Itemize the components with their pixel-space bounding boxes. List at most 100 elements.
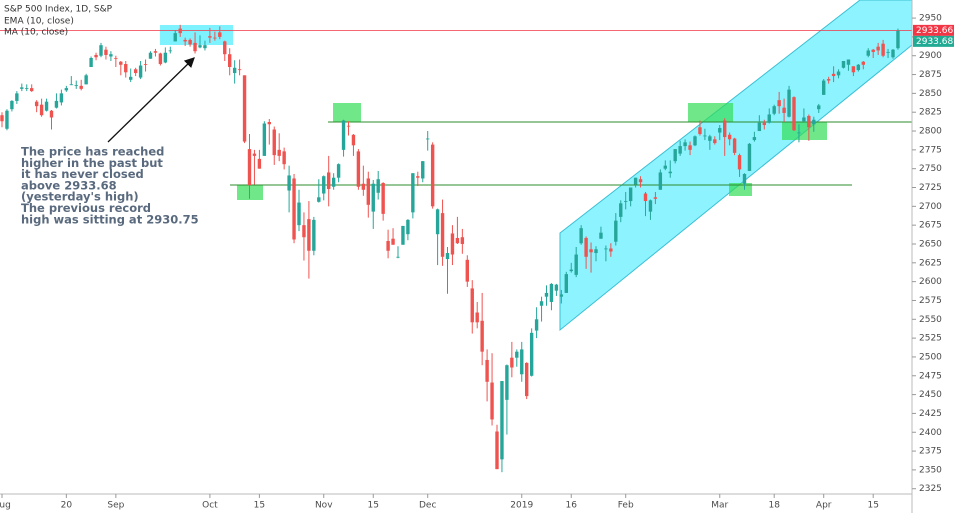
candle-body <box>510 357 514 368</box>
candle-body <box>109 54 113 57</box>
candle-body <box>351 134 356 146</box>
candle-body <box>584 237 588 257</box>
price-tag-label: 2933.68 <box>916 37 953 47</box>
candle-body <box>163 52 168 63</box>
candle-body <box>505 365 509 400</box>
candle-body <box>871 49 875 52</box>
y-tick-label: 2825 <box>919 108 942 118</box>
y-tick-label: 2375 <box>919 447 942 457</box>
candle-body <box>272 129 276 156</box>
candle-body <box>515 351 519 358</box>
candle-body <box>104 49 108 55</box>
x-tick-label: Sep <box>107 501 124 511</box>
candle-body <box>896 30 900 49</box>
candle-body <box>183 39 187 42</box>
candle-body <box>401 225 405 245</box>
candle-body <box>188 39 192 45</box>
candle-body <box>614 220 618 242</box>
x-tick-label: Feb <box>618 501 634 511</box>
candle-body <box>124 64 128 73</box>
candle-body <box>376 179 380 193</box>
candle-body <box>381 182 385 214</box>
candle-body <box>520 349 524 375</box>
x-tick-label: Dec <box>419 501 436 511</box>
candle-body <box>366 178 370 205</box>
candle-body <box>302 225 306 238</box>
candle-body <box>94 54 98 58</box>
candle-body <box>59 93 64 103</box>
candle-body <box>411 173 415 213</box>
candle-body <box>193 42 197 52</box>
candle-body <box>168 50 172 52</box>
candle-body <box>648 200 653 212</box>
candle-body <box>861 61 865 65</box>
candle-body <box>426 138 430 140</box>
candle-body <box>282 151 286 165</box>
channel <box>559 0 912 332</box>
x-tick-label: 2019 <box>510 501 533 511</box>
x-tick-label: Aug <box>0 501 11 511</box>
y-tick-label: 2700 <box>919 202 942 212</box>
x-tick-label: 15 <box>368 501 379 511</box>
legend-entry: EMA (10, close) <box>4 17 74 27</box>
legend-entry: MA (10, close) <box>4 28 68 38</box>
y-tick-label: 2800 <box>919 127 942 137</box>
candle-body <box>525 362 529 397</box>
annotation-arrow <box>107 57 195 143</box>
candle-body <box>713 139 717 144</box>
candle-body <box>826 79 831 81</box>
y-tick-label: 2675 <box>919 221 942 231</box>
candle-body <box>643 193 648 202</box>
candle-body <box>559 294 564 297</box>
candle-body <box>668 171 672 174</box>
candle-body <box>232 67 237 74</box>
candle-body <box>0 115 4 122</box>
x-tick-label: 18 <box>768 501 780 511</box>
candle-body <box>723 120 727 138</box>
y-tick-label: 2900 <box>919 51 942 61</box>
y-tick-label: 2950 <box>919 14 942 24</box>
highlight-box <box>688 103 733 122</box>
candle-body <box>678 146 682 154</box>
candle-body <box>564 274 568 293</box>
candle-body <box>589 249 593 253</box>
candle-body <box>762 122 766 126</box>
candle-body <box>693 136 697 146</box>
price-tag <box>913 24 954 36</box>
candle-body <box>544 292 549 297</box>
candle-body <box>638 179 643 183</box>
candle-body <box>49 110 54 118</box>
candle-body <box>529 332 534 376</box>
candle-body <box>841 60 846 68</box>
candle-body <box>653 197 658 199</box>
candle-body <box>500 381 504 460</box>
candle-body <box>802 117 806 122</box>
x-tick-label: Mar <box>711 501 728 511</box>
candle-body <box>237 69 242 71</box>
x-tick-label: 15 <box>867 501 878 511</box>
candle-body <box>34 101 39 107</box>
candle-body <box>386 240 390 251</box>
candle-body <box>361 183 366 190</box>
candle-body <box>831 73 836 77</box>
candle-body <box>495 431 499 470</box>
y-tick-label: 2550 <box>919 315 942 325</box>
y-tick-label: 2875 <box>919 70 942 80</box>
x-tick-label: Oct <box>202 501 218 511</box>
candle-body <box>549 283 554 302</box>
candle-body <box>89 57 93 68</box>
candle-body <box>208 36 212 38</box>
candle-body <box>767 114 771 123</box>
candle-body <box>594 249 598 254</box>
candle-body <box>143 64 148 65</box>
candle-body <box>742 173 747 184</box>
candle-body <box>757 122 762 132</box>
highlight-box <box>729 183 752 196</box>
candle-body <box>119 61 123 65</box>
candle-body <box>732 138 737 153</box>
candle-body <box>129 76 133 80</box>
annotation-line: above 2933.68 <box>21 178 117 192</box>
candle-body <box>747 143 752 171</box>
y-tick-label: 2425 <box>919 409 942 419</box>
